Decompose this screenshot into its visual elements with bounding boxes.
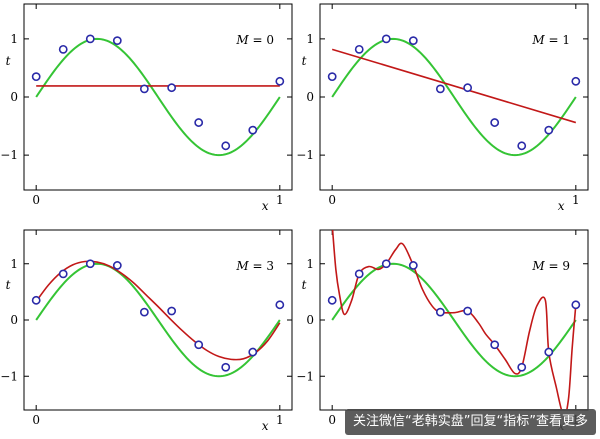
fit-curve-line <box>331 48 577 124</box>
data-point <box>85 34 95 44</box>
y-tick-label: 1 <box>10 257 18 271</box>
x-tick-label: 0 <box>328 193 336 207</box>
data-point <box>327 72 337 82</box>
x-axis-label: x <box>558 199 565 213</box>
data-point <box>571 300 581 310</box>
data-point <box>544 125 554 135</box>
y-tick-label: 0 <box>306 90 314 104</box>
data-point <box>490 340 500 350</box>
y-tick-label: −1 <box>0 148 18 162</box>
data-point <box>517 141 527 151</box>
data-point <box>58 269 68 279</box>
data-point <box>327 295 337 305</box>
data-point <box>31 295 41 305</box>
y-axis-label: t <box>302 278 307 292</box>
true-curve-line <box>35 37 281 157</box>
data-point <box>248 347 258 357</box>
plot-area <box>327 230 581 410</box>
model-order-label: M = 1 <box>531 33 570 47</box>
x-tick-label: 0 <box>328 413 336 427</box>
x-axis-label: x <box>262 419 269 433</box>
data-point <box>408 36 418 46</box>
x-tick-label: 0 <box>32 413 40 427</box>
data-point <box>58 44 68 54</box>
data-point <box>112 36 122 46</box>
data-point <box>194 118 204 127</box>
y-tick-label: 1 <box>306 257 314 271</box>
y-tick-label: −1 <box>296 148 314 162</box>
true-curve-line <box>331 262 577 378</box>
data-point <box>354 44 364 54</box>
y-axis-label: t <box>302 54 307 68</box>
x-axis-label: x <box>262 199 269 213</box>
data-point <box>381 259 391 269</box>
x-tick-label: 1 <box>276 193 284 207</box>
plot-area <box>31 34 285 157</box>
true-curve-line <box>35 262 281 378</box>
model-order-label: M = 0 <box>235 33 274 47</box>
y-tick-label: 0 <box>10 90 18 104</box>
data-point <box>463 306 473 316</box>
data-point <box>571 76 581 86</box>
x-tick-label: 1 <box>276 413 284 427</box>
data-point <box>517 362 527 372</box>
plot-area <box>31 259 285 378</box>
data-point <box>194 340 204 350</box>
data-point <box>221 362 231 372</box>
y-tick-label: 0 <box>306 313 314 327</box>
y-tick-label: −1 <box>0 369 18 383</box>
data-point <box>490 118 500 127</box>
true-curve-line <box>331 37 577 157</box>
y-tick-label: 0 <box>10 313 18 327</box>
data-point <box>275 76 285 86</box>
data-point <box>435 307 445 317</box>
y-axis-label: t <box>6 278 11 292</box>
data-point <box>167 83 177 93</box>
data-point <box>248 125 258 135</box>
data-point <box>408 261 418 270</box>
data-point <box>463 83 473 93</box>
y-tick-label: 1 <box>306 32 314 46</box>
data-point <box>167 306 177 316</box>
data-point <box>381 34 391 44</box>
fit-curve-line <box>35 260 281 361</box>
data-point <box>221 141 231 151</box>
data-point <box>354 269 364 279</box>
plot-area <box>327 34 581 157</box>
y-tick-label: 1 <box>10 32 18 46</box>
x-tick-label: 0 <box>32 193 40 207</box>
model-order-label: M = 3 <box>235 259 274 273</box>
data-point <box>139 84 149 94</box>
watermark-banner: 关注微信“老韩实盘”回复“指标”查看更多 <box>345 409 596 435</box>
y-tick-label: −1 <box>296 369 314 383</box>
y-axis-label: t <box>6 54 11 68</box>
x-tick-label: 1 <box>572 193 580 207</box>
data-point <box>31 72 41 82</box>
data-point <box>435 84 445 94</box>
data-point <box>275 300 285 310</box>
data-point <box>139 307 149 317</box>
data-point <box>112 261 122 270</box>
data-point <box>544 347 554 357</box>
model-order-label: M = 9 <box>531 259 570 273</box>
data-point <box>85 259 95 269</box>
